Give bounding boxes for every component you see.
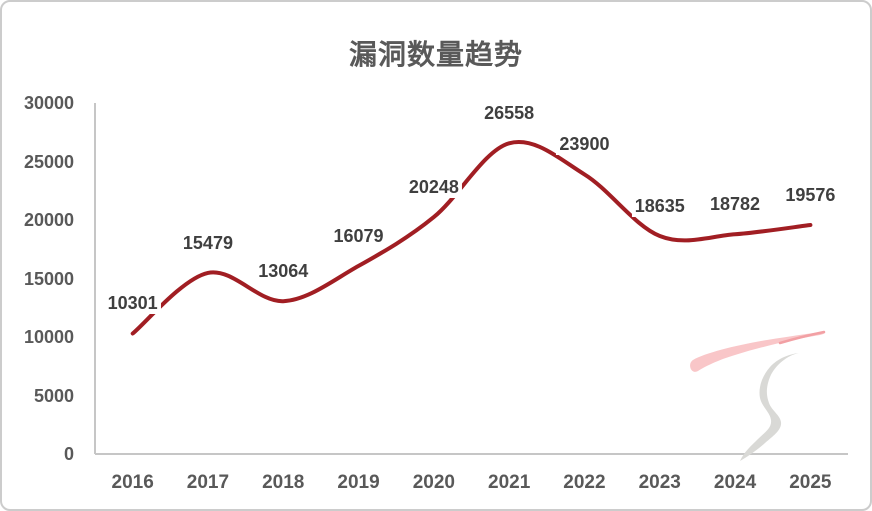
chart-title: 漏洞数量趋势 bbox=[348, 39, 523, 70]
trend-line bbox=[130, 140, 813, 336]
watermark-gray-stroke bbox=[740, 353, 799, 461]
watermark-pink-tip bbox=[778, 330, 826, 345]
watermark-pink-stroke bbox=[690, 332, 826, 372]
watermark-logo bbox=[690, 330, 826, 461]
